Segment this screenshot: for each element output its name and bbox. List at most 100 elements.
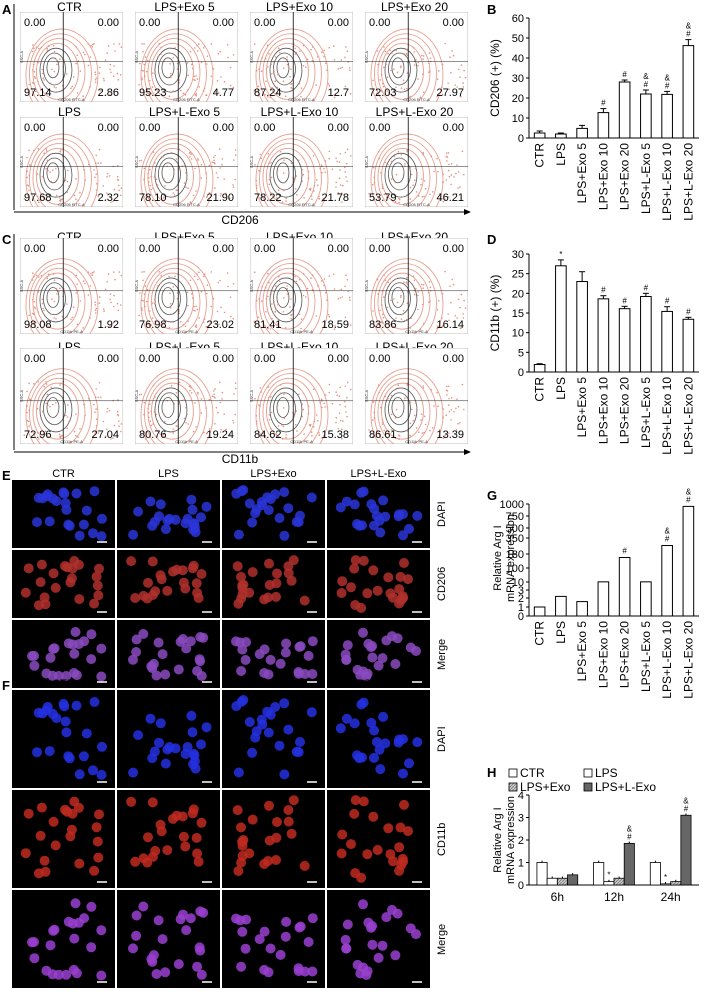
x-tick-label: LPS+L-Exo 5: [639, 143, 653, 214]
y-tick-label: 3: [518, 813, 524, 825]
svg-text:CD206 FITC-A: CD206 FITC-A: [403, 97, 430, 102]
y-tick-label: 30: [512, 249, 524, 261]
svg-text:0.00: 0.00: [443, 122, 464, 134]
x-tick-label: 12h: [604, 890, 624, 904]
bar: [682, 45, 695, 139]
y-tick-label: 4: [518, 790, 524, 802]
significance-mark: #: [665, 297, 670, 306]
svg-text:SSC-A: SSC-A: [365, 280, 369, 293]
flow-plot: 0.00 0.00 83.86 16.14 CD11b PE-A SSC-A: [365, 238, 468, 334]
bar: [661, 93, 673, 139]
micrograph: [12, 620, 115, 688]
x-tick-label: LPS+L-Exo 10: [660, 377, 674, 455]
svg-text:SSC-A: SSC-A: [250, 280, 254, 293]
svg-text:27.97: 27.97: [436, 87, 464, 99]
svg-text:72.96: 72.96: [24, 429, 52, 441]
significance-mark: #: [622, 296, 627, 305]
svg-text:CD11b PE-A: CD11b PE-A: [60, 439, 83, 444]
flow-plot: 0.00 0.00 53.79 46.21 CD206 FITC-A SSC-A: [365, 117, 468, 207]
flow-plot: 0.00 0.00 72.03 27.97 CD206 FITC-A SSC-A: [365, 12, 468, 102]
flow-plot: 0.00 0.00 80.76 19.24 CD11b PE-A SSC-A: [135, 348, 238, 444]
bar: [670, 881, 682, 886]
bar: [597, 298, 610, 373]
panel-label-b: B: [487, 2, 497, 17]
micrograph: [117, 890, 220, 988]
flow-cytometry-cd11b: CTR 0.00 0.00 98.08 1.92 CD11b PE-A SSC-A LPS+E…: [12, 230, 472, 460]
svg-text:0.00: 0.00: [369, 243, 390, 255]
flow-plot-title: LPS+L-Exo 5: [148, 105, 221, 119]
svg-text:18.59: 18.59: [321, 319, 349, 331]
flow-cd11b-axis-label: CD11b: [221, 452, 259, 466]
y-tick-label: 0: [518, 133, 524, 145]
micrograph: [117, 790, 220, 888]
panel-label-c: C: [2, 232, 12, 247]
significance-mark: #: [622, 547, 627, 556]
y-tick-label: 10: [512, 113, 524, 125]
bar: [660, 883, 672, 886]
svg-text:CD11b PE-A: CD11b PE-A: [290, 329, 313, 334]
y-tick-label: 15: [512, 308, 524, 320]
micrograph: [12, 690, 115, 788]
bar: [682, 318, 695, 373]
svg-text:0.00: 0.00: [213, 122, 234, 134]
micro-column-label: LPS+L-Exo: [350, 678, 407, 690]
svg-text:0.00: 0.00: [443, 243, 464, 255]
svg-text:95.23: 95.23: [139, 87, 167, 99]
x-tick-label: LPS+L-Exo 10: [660, 621, 674, 699]
significance-mark: #: [684, 804, 689, 813]
svg-text:0.00: 0.00: [328, 243, 349, 255]
bar: [567, 874, 579, 886]
bar: [640, 581, 652, 617]
svg-text:53.79: 53.79: [369, 192, 397, 204]
svg-text:21.78: 21.78: [321, 192, 349, 204]
svg-text:CD206 FITC-A: CD206 FITC-A: [58, 202, 85, 207]
y-tick-label: 40: [512, 53, 524, 65]
micrograph: [222, 890, 325, 988]
x-tick-label: CTR: [533, 143, 547, 168]
svg-text:0.00: 0.00: [139, 122, 160, 134]
svg-text:0.00: 0.00: [213, 353, 234, 365]
svg-text:0.00: 0.00: [213, 17, 234, 29]
legend-entry: LPS: [595, 766, 618, 780]
significance-mark: &: [686, 22, 692, 31]
svg-text:80.76: 80.76: [139, 429, 167, 441]
x-tick-label: LPS+Exo 20: [618, 621, 632, 688]
micro-column-label: LPS: [158, 468, 179, 480]
svg-text:16.14: 16.14: [436, 319, 464, 331]
y-tick-label: 5: [518, 347, 524, 359]
svg-text:0.00: 0.00: [24, 122, 45, 134]
y-tick-label: 2: [518, 835, 524, 847]
svg-text:97.14: 97.14: [24, 87, 52, 99]
svg-text:CD11b PE-A: CD11b PE-A: [175, 439, 198, 444]
significance-mark: #: [665, 535, 670, 544]
svg-text:CD11b PE-A: CD11b PE-A: [405, 329, 428, 334]
svg-text:84.62: 84.62: [254, 429, 282, 441]
x-tick-label: LPS+Exo 20: [618, 143, 632, 210]
x-tick-label: LPS+L-Exo 20: [681, 621, 695, 699]
svg-text:0.00: 0.00: [254, 243, 275, 255]
significance-mark: #: [601, 286, 606, 295]
svg-text:0.00: 0.00: [24, 353, 45, 365]
bar: [680, 814, 692, 886]
micrograph: [327, 620, 430, 688]
svg-text:78.22: 78.22: [254, 192, 282, 204]
svg-text:19.24: 19.24: [206, 429, 234, 441]
y-axis-label: Relative Arg ImRNA expression: [492, 796, 517, 884]
svg-text:SSC-A: SSC-A: [365, 390, 369, 403]
panel-label-a: A: [2, 2, 12, 17]
svg-text:SSC-A: SSC-A: [20, 390, 24, 403]
bar: [618, 308, 631, 373]
micrograph: [117, 620, 220, 688]
significance-mark: &: [683, 796, 689, 805]
bar: [576, 127, 588, 139]
flow-plot: 0.00 0.00 81.41 18.59 CD11b PE-A SSC-A: [250, 238, 353, 334]
svg-text:SSC-A: SSC-A: [20, 51, 24, 64]
svg-text:SSC-A: SSC-A: [20, 280, 24, 293]
y-tick-label: 0: [518, 880, 524, 892]
flow-plot: 0.00 0.00 87.24 12.7 CD206 FITC-A SSC-A: [250, 12, 353, 102]
micro-column-label: LPS+L-Exo: [350, 468, 407, 480]
y-axis-label: CD206 (+) (%): [488, 39, 502, 117]
micro-channel-label: Merge: [436, 923, 448, 955]
significance-mark: &: [664, 527, 670, 536]
significance-mark: &: [686, 488, 692, 496]
